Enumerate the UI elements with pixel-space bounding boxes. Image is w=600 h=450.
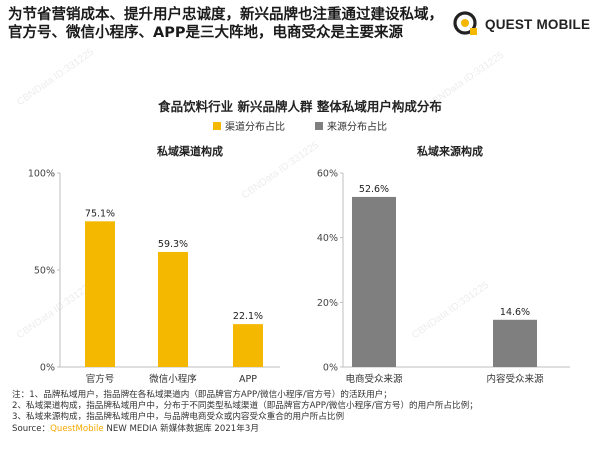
footnotes: 注：1、品牌私域用户，指品牌在各私域渠道内（即品牌官方APP/微信小程序/官方号… — [12, 390, 592, 435]
panel-title-source: 私域来源构成 — [417, 145, 483, 158]
bar — [493, 319, 537, 367]
headline: 为节省营销成本、提升用户忠诚度，新兴品牌也注重通过建设私域，官方号、微信小程序、… — [8, 7, 443, 41]
legend-label-channel: 渠道分布占比 — [225, 122, 285, 133]
source-rest: NEW MEDIA 新媒体数据库 2021年3月 — [103, 423, 259, 434]
chart-subtitle: 食品饮料行业 新兴品牌人群 整体私域用户构成分布 — [158, 99, 442, 114]
bar — [233, 324, 263, 367]
bar-charts: 0% 50% 100% 75.1% 官方号 59.3% 微信小程序 22.1% APP 0% 20%… — [28, 169, 570, 385]
note-line-2: 2、私域渠道构成，指品牌私域用户中，分布于不同类型私域渠道（即品牌官方APP/微… — [12, 401, 478, 412]
y-tick-label: 40% — [317, 233, 338, 244]
data-label: 75.1% — [85, 208, 115, 219]
y-tick-label: 50% — [34, 266, 55, 277]
data-label: 14.6% — [500, 307, 530, 318]
bar — [85, 221, 115, 367]
data-label: 52.6% — [359, 184, 389, 195]
legend: 渠道分布占比 来源分布占比 — [0, 118, 600, 133]
logo-text: QUEST MOBILE — [485, 16, 591, 32]
y-tick-label: 60% — [317, 169, 338, 180]
category-label: 官方号 — [86, 373, 115, 385]
questmobile-logo-icon — [453, 11, 477, 35]
legend-item-channel: 渠道分布占比 — [213, 118, 285, 133]
note-line-3: 3、私域来源构成，指品牌私域用户中，与品牌电商受众或内容受众重合的用户所占比例 — [12, 412, 345, 423]
y-tick-label: 100% — [28, 169, 55, 180]
source-brand: QuestMobile — [50, 423, 104, 434]
questmobile-logo: QUEST MOBILE — [452, 10, 590, 38]
category-label: 微信小程序 — [149, 373, 197, 385]
y-tick-label: 0% — [40, 363, 55, 374]
y-tick-label: 0% — [323, 363, 338, 374]
category-label: 内容受众来源 — [486, 373, 544, 385]
y-tick-label: 20% — [317, 298, 338, 309]
category-label: APP — [239, 374, 257, 385]
source-prefix: Source： — [12, 423, 51, 434]
legend-swatch-source — [315, 121, 323, 130]
data-label: 22.1% — [233, 311, 263, 322]
panel-title-channel: 私域渠道构成 — [157, 145, 223, 158]
data-label: 59.3% — [158, 239, 188, 250]
source-line: Source：QuestMobile NEW MEDIA 新媒体数据库 2021… — [12, 424, 592, 435]
bar — [158, 251, 188, 367]
bar — [352, 196, 396, 367]
legend-label-source: 来源分布占比 — [327, 122, 387, 133]
note-line-1: 注：1、品牌私域用户，指品牌在各私域渠道内（即品牌官方APP/微信小程序/官方号… — [12, 390, 392, 400]
category-label: 电商受众来源 — [345, 373, 403, 385]
legend-item-source: 来源分布占比 — [315, 118, 387, 133]
legend-swatch-channel — [213, 121, 221, 130]
